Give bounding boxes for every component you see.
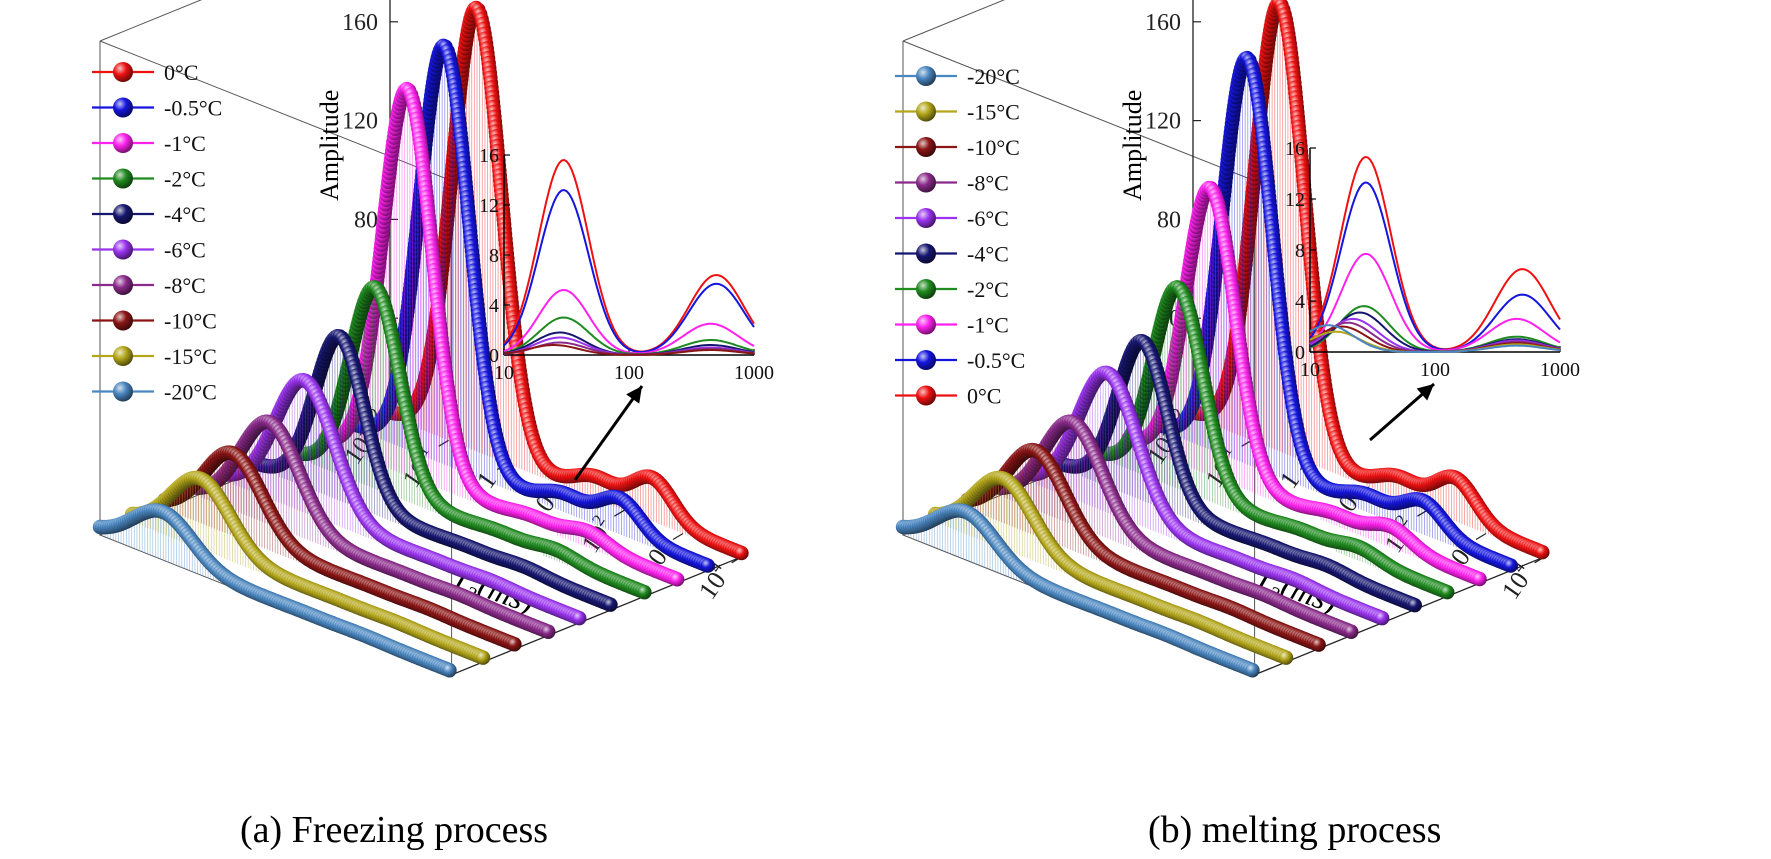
z-tick-label: 160	[342, 10, 378, 36]
inset-series-line	[503, 344, 755, 356]
inset-y-tick-label: 0	[489, 345, 499, 367]
legend-item: -2°C	[92, 167, 206, 192]
inset-y-tick-label: 12	[479, 195, 499, 217]
series--2°C	[1089, 280, 1455, 600]
data-point	[1535, 544, 1550, 560]
inset-series-line	[503, 288, 755, 355]
series--0.5°C	[350, 38, 715, 573]
legend-label: -8°C	[164, 273, 206, 298]
data-point	[1407, 597, 1422, 613]
series--2°C	[286, 280, 652, 600]
series--10°C	[960, 442, 1326, 652]
series--20°C	[92, 503, 457, 678]
legend-item: -20°C	[92, 380, 217, 405]
legend-item: -10°C	[92, 309, 217, 334]
z-tick-label: 80	[354, 207, 378, 233]
x-tick-mark	[614, 509, 625, 517]
legend-label: 0°C	[164, 60, 198, 85]
data-point	[734, 545, 749, 561]
legend-label: -1°C	[164, 131, 206, 156]
z-tick-label: 80	[1157, 207, 1181, 233]
x-tick-mark	[1417, 509, 1428, 517]
data-point	[1503, 558, 1518, 573]
legend: 0°C -0.5°C -1°C -2°C -4°C -6°C -8°C -10°C -15°C -…	[92, 60, 222, 405]
legend-item: -0.5°C	[92, 96, 222, 121]
inset-x-tick-label: 10	[494, 362, 514, 384]
z-axis-label: Amplitude	[1118, 90, 1147, 201]
x-tick-mark	[1475, 532, 1487, 541]
inset-series-line	[503, 188, 755, 354]
data-point	[475, 650, 491, 665]
data-point	[700, 558, 715, 573]
data-point	[1374, 610, 1390, 626]
series--8°C	[992, 414, 1359, 639]
data-point	[1440, 584, 1455, 600]
data-point	[1344, 624, 1359, 639]
inset-chart: 0 4 8 12 16 10 100 1000	[479, 145, 774, 384]
legend-label: -10°C	[164, 309, 217, 334]
data-point	[442, 663, 457, 678]
series--15°C	[928, 470, 1294, 665]
series--10°C	[157, 445, 522, 652]
zoom-arrow	[573, 385, 644, 481]
data-point	[507, 637, 522, 652]
data-point	[572, 610, 587, 626]
legend-item: -6°C	[92, 238, 206, 263]
z-tick-label: 120	[342, 109, 378, 135]
inset-y-tick-label: 16	[479, 145, 499, 167]
data-point	[603, 597, 618, 612]
data-point	[1472, 571, 1487, 587]
x-tick-mark	[672, 532, 684, 541]
inset-y-tick-label: 8	[489, 245, 499, 267]
data-point	[541, 624, 556, 639]
panel-melting-chart: 04080120160200Amplitude10-210-1110102103…	[895, 0, 1580, 678]
legend-label: -15°C	[164, 344, 217, 369]
inset-series-line	[503, 158, 755, 353]
data-point	[669, 572, 685, 587]
inset-x-tick-label: 1000	[734, 362, 774, 384]
z-tick-label: 160	[1145, 10, 1181, 36]
legend-item: -15°C	[92, 344, 217, 369]
legend-label: -2°C	[164, 167, 206, 192]
z-tick-label: 120	[1145, 109, 1181, 135]
z-axis-label: Amplitude	[315, 90, 344, 201]
series--0.5°C	[1153, 50, 1518, 573]
data-point	[1311, 637, 1326, 652]
legend-item: -1°C	[92, 131, 206, 156]
legend-label: -20°C	[164, 380, 217, 405]
series--8°C	[189, 414, 556, 639]
legend-item: 0°C	[92, 60, 198, 85]
panel-freezing-chart: 04080120160200Amplitude10-210-1110102103…	[92, 0, 774, 678]
data-point	[637, 585, 652, 600]
legend-label: -6°C	[164, 238, 206, 263]
inset-x-tick-label: 100	[614, 362, 644, 384]
legend-item: -4°C	[92, 202, 206, 227]
x-tick-mark	[438, 439, 449, 447]
legend-label: -0.5°C	[164, 96, 222, 121]
legend-item: -8°C	[92, 273, 206, 298]
inset-y-tick-label: 4	[489, 295, 499, 317]
legend-label: -4°C	[164, 202, 206, 227]
